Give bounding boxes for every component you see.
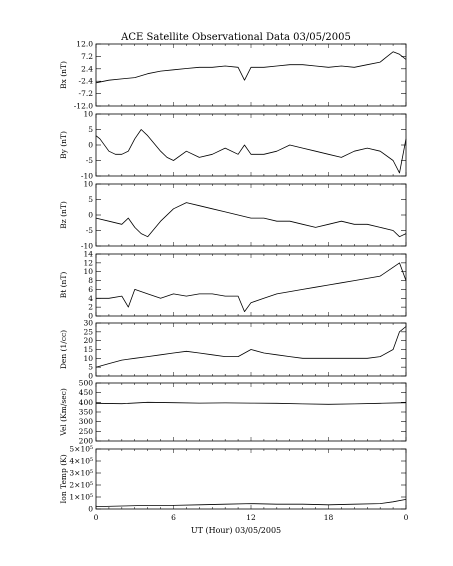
- x-tick-label: 0: [404, 513, 409, 522]
- x-tick-label: 18: [324, 513, 334, 522]
- y-tick-label: -5: [86, 226, 94, 235]
- panel-1: 12.0 7.2 2.4 -2.4 -7.2 -12.0 Bx (nT): [59, 40, 407, 111]
- series-line: [95, 401, 407, 405]
- y-axis-label: Bx (nT): [59, 61, 68, 89]
- series-line: [96, 262, 407, 313]
- panel-frame: [95, 253, 407, 317]
- y-tick-label: 20: [83, 336, 93, 345]
- y-tick-label: -10: [81, 172, 93, 181]
- panel-frame: [95, 448, 407, 510]
- y-tick-label: 400: [79, 398, 94, 407]
- y-tick-label: 0: [88, 312, 93, 321]
- y-axis-label: Bz (nT): [59, 201, 68, 229]
- panel-7: 5×10⁵ 4×10⁵ 3×10⁵ 2×10⁵ 1×10⁵ 0 Ion Temp (K): [59, 445, 407, 514]
- panel-3: 10 5 0 -5 -10 Bz (nT): [59, 180, 407, 251]
- y-axis-label: By (nT): [59, 131, 68, 159]
- y-tick-label: 12: [83, 258, 93, 267]
- x-tick-label: 6: [171, 513, 176, 522]
- y-tick-label: 12.0: [76, 40, 93, 49]
- y-tick-label: 5: [88, 125, 93, 134]
- panels: 12.07.22.4-2.4-7.2-12.0Bx (nT)1050-5-10B…: [59, 40, 409, 523]
- panel-frame: [95, 183, 407, 247]
- y-tick-label: 0: [88, 141, 93, 150]
- y-axis-label: Den (1/cc): [59, 330, 68, 369]
- y-tick-label: 0: [88, 211, 93, 220]
- y-tick-label: 300: [79, 417, 94, 426]
- y-tick-label: -5: [86, 156, 94, 165]
- chart-title: ACE Satellite Observational Data 03/05/2…: [120, 32, 351, 43]
- y-tick-label: 25: [83, 327, 93, 336]
- x-tick-label: 0: [94, 513, 99, 522]
- x-tick-label: 12: [246, 513, 256, 522]
- y-tick-label: 15: [83, 345, 93, 354]
- y-tick-label: 5: [88, 363, 93, 372]
- series-line: [95, 51, 407, 84]
- y-tick-label: -12.0: [74, 102, 93, 111]
- y-tick-label: 250: [79, 427, 94, 436]
- y-tick-label: 10: [83, 354, 93, 363]
- y-tick-label: -10: [81, 242, 93, 251]
- y-tick-label: 4×10⁵: [69, 457, 93, 466]
- y-tick-label: 4: [88, 294, 93, 303]
- y-tick-label: 10: [83, 110, 93, 119]
- series-line: [95, 499, 407, 507]
- series-line: [95, 202, 407, 238]
- y-tick-label: 8: [88, 276, 93, 285]
- y-tick-label: 2×10⁵: [69, 481, 93, 490]
- y-tick-label: 500: [79, 379, 94, 388]
- y-tick-label: 1×10⁵: [69, 493, 93, 502]
- x-axis-label: UT (Hour) 03/05/2005: [191, 526, 281, 535]
- series-line: [95, 129, 407, 174]
- series-line: [95, 326, 407, 368]
- y-axis-label: Vel (Km/sec): [59, 388, 68, 437]
- panel-frame: [95, 113, 407, 177]
- panel-frame: [95, 382, 407, 442]
- y-tick-label: 2.4: [81, 64, 93, 73]
- y-tick-label: 200: [79, 437, 94, 446]
- y-tick-label: -7.2: [79, 89, 94, 98]
- y-tick-label: -2.4: [79, 77, 94, 86]
- y-tick-label: 10: [83, 267, 93, 276]
- y-tick-label: 30: [83, 319, 93, 328]
- y-tick-label: 450: [79, 388, 94, 397]
- y-tick-label: 0: [88, 372, 93, 381]
- y-tick-label: 350: [79, 408, 94, 417]
- y-tick-label: 6: [88, 285, 93, 294]
- y-axis-label: Bt (nT): [59, 272, 68, 299]
- panel-2: 10 5 0 -5 -10 By (nT): [59, 110, 407, 181]
- y-tick-label: 7.2: [81, 52, 93, 61]
- y-tick-label: 10: [83, 180, 93, 189]
- y-tick-label: 2: [88, 303, 93, 312]
- y-tick-label: 5: [88, 195, 93, 204]
- y-tick-label: 5×10⁵: [69, 445, 93, 454]
- y-axis-label: Ion Temp (K): [59, 454, 68, 503]
- y-tick-label: 0: [88, 505, 93, 514]
- y-tick-label: 3×10⁵: [69, 469, 93, 478]
- y-tick-label: 14: [83, 250, 93, 259]
